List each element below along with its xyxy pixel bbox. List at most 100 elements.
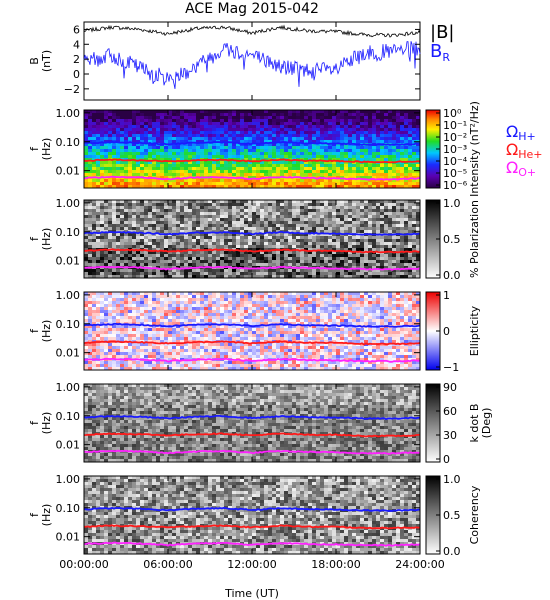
spectrogram-cell bbox=[244, 110, 249, 114]
spectrogram-cell bbox=[392, 140, 397, 144]
spectrogram-cell bbox=[320, 206, 325, 210]
spectrogram-cell bbox=[176, 140, 181, 144]
spectrogram-cell bbox=[124, 358, 129, 362]
spectrogram-cell bbox=[408, 260, 413, 264]
spectrogram-cell bbox=[340, 221, 345, 225]
spectrogram-cell bbox=[208, 206, 213, 210]
spectrogram-cell bbox=[276, 227, 281, 231]
spectrogram-cell bbox=[152, 316, 157, 320]
spectrogram-cell bbox=[360, 179, 365, 183]
spectrogram-cell bbox=[236, 269, 241, 273]
spectrogram-cell bbox=[156, 182, 161, 186]
spectrogram-cell bbox=[244, 125, 249, 129]
spectrogram-cell bbox=[224, 263, 229, 267]
spectrogram-cell bbox=[232, 251, 237, 255]
spectrogram-cell bbox=[388, 137, 393, 141]
spectrogram-cell bbox=[204, 242, 209, 246]
spectrogram-cell bbox=[132, 337, 137, 341]
spectrogram-cell bbox=[84, 158, 89, 162]
spectrogram-cell bbox=[224, 203, 229, 207]
spectrogram-cell bbox=[352, 257, 357, 261]
spectrogram-cell bbox=[396, 167, 401, 171]
spectrogram-cell bbox=[220, 215, 225, 219]
spectrogram-cell bbox=[104, 251, 109, 255]
spectrogram-cell bbox=[140, 349, 145, 353]
spectrogram-cell bbox=[144, 307, 149, 311]
spectrogram-cell bbox=[132, 224, 137, 228]
spectrogram-cell bbox=[132, 304, 137, 308]
spectrogram-cell bbox=[88, 155, 93, 159]
spectrogram-cell bbox=[128, 260, 133, 264]
spectrogram-cell bbox=[256, 221, 261, 225]
spectrogram-cell bbox=[348, 182, 353, 186]
spectrogram-cell bbox=[264, 140, 269, 144]
spectrogram-cell bbox=[180, 218, 185, 222]
spectrogram-cell bbox=[228, 209, 233, 213]
spectrogram-cell bbox=[284, 224, 289, 228]
spectrogram-cell bbox=[144, 134, 149, 138]
spectrogram-cell bbox=[324, 113, 329, 117]
spectrogram-cell bbox=[408, 209, 413, 213]
spectrogram-cell bbox=[364, 185, 369, 189]
spectrogram-cell bbox=[356, 218, 361, 222]
spectrogram-cell bbox=[164, 164, 169, 168]
spectrogram-cell bbox=[96, 304, 101, 308]
spectrogram-cell bbox=[292, 137, 297, 141]
spectrogram-cell bbox=[232, 161, 237, 165]
spectrogram-cell bbox=[188, 158, 193, 162]
spectrogram-cell bbox=[140, 307, 145, 311]
spectrogram-cell bbox=[344, 212, 349, 216]
spectrogram-cell bbox=[144, 349, 149, 353]
spectrogram-cell bbox=[192, 206, 197, 210]
spectrogram-cell bbox=[412, 137, 417, 141]
spectrogram-cell bbox=[348, 269, 353, 273]
spectrogram-cell bbox=[372, 119, 377, 123]
spectrogram-cell bbox=[324, 143, 329, 147]
spectrogram-cell bbox=[300, 221, 305, 225]
spectrogram-cell bbox=[192, 215, 197, 219]
spectrogram-cell bbox=[84, 167, 89, 171]
spectrogram-cell bbox=[228, 116, 233, 120]
spectrogram-cell bbox=[148, 233, 153, 237]
spectrogram-cell bbox=[200, 134, 205, 138]
spectrogram-cell bbox=[308, 149, 313, 153]
spectrogram-cell bbox=[368, 140, 373, 144]
spectrogram-cell bbox=[304, 170, 309, 174]
spectrogram-cell bbox=[252, 128, 257, 132]
spectrogram-cell bbox=[416, 173, 421, 177]
spectrogram-cell bbox=[224, 146, 229, 150]
spectrogram-cell bbox=[88, 170, 93, 174]
spectrogram-cell bbox=[196, 173, 201, 177]
spectrogram-cell bbox=[324, 239, 329, 243]
spectrogram-cell bbox=[208, 113, 213, 117]
spectrogram-cell bbox=[104, 122, 109, 126]
spectrogram-cell bbox=[392, 239, 397, 243]
spectrogram-cell bbox=[372, 182, 377, 186]
spectrogram-cell bbox=[240, 272, 245, 276]
spectrogram-cell bbox=[400, 164, 405, 168]
spectrogram-cell bbox=[364, 125, 369, 129]
spectrogram-cell bbox=[280, 131, 285, 135]
spectrogram-cell bbox=[280, 137, 285, 141]
spectrogram-cell bbox=[100, 182, 105, 186]
spectrogram-cell bbox=[292, 200, 297, 204]
spectrogram-cell bbox=[112, 257, 117, 261]
spectrogram-cell bbox=[136, 307, 141, 311]
spectrogram-cell bbox=[268, 224, 273, 228]
spectrogram-cell bbox=[380, 257, 385, 261]
spectrogram-cell bbox=[88, 254, 93, 258]
spectrogram-cell bbox=[136, 254, 141, 258]
spectrogram-cell bbox=[120, 221, 125, 225]
spectrogram-cell bbox=[352, 239, 357, 243]
spectrogram-cell bbox=[356, 275, 361, 279]
spectrogram-cell bbox=[208, 224, 213, 228]
spectrogram-cell bbox=[348, 242, 353, 246]
spectrogram-cell bbox=[276, 116, 281, 120]
spectrogram-cell bbox=[192, 239, 197, 243]
spectrogram-cell bbox=[364, 149, 369, 153]
spectrogram-cell bbox=[108, 295, 113, 299]
spectrogram-cell bbox=[224, 173, 229, 177]
spectrogram-cell bbox=[96, 275, 101, 279]
spectrogram-cell bbox=[92, 206, 97, 210]
spectrogram-cell bbox=[92, 143, 97, 147]
